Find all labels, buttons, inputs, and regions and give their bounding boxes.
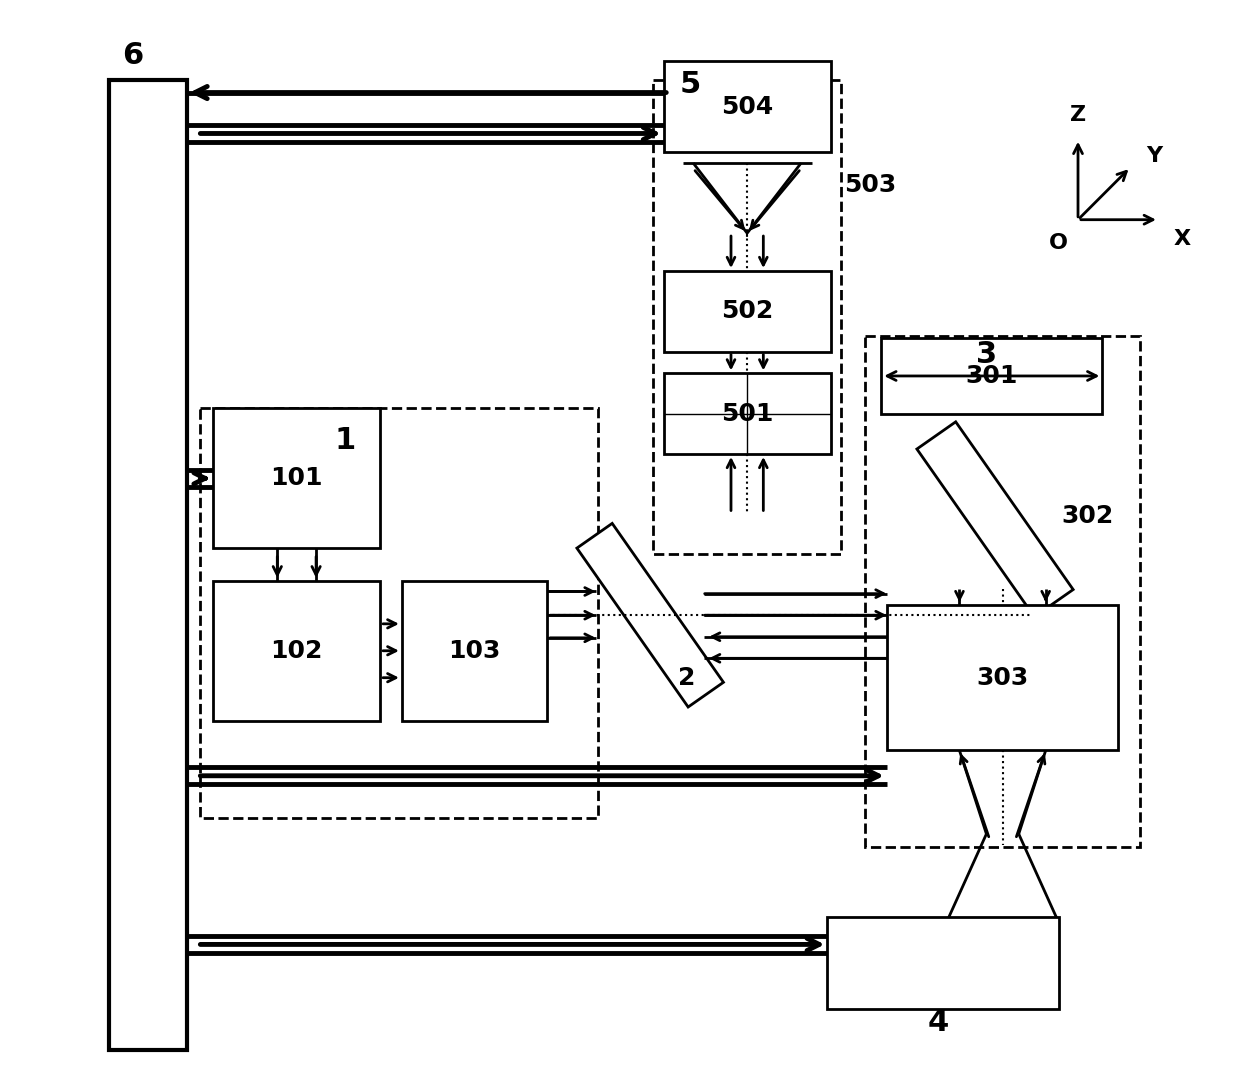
Polygon shape <box>577 523 723 707</box>
Text: 5: 5 <box>680 71 701 100</box>
Text: 501: 501 <box>720 402 774 426</box>
Text: X: X <box>1174 229 1192 249</box>
Bar <box>213 581 381 721</box>
Text: 1: 1 <box>335 426 356 455</box>
Text: 3: 3 <box>976 340 997 369</box>
Text: 103: 103 <box>449 639 501 662</box>
Bar <box>109 79 187 1049</box>
Text: 503: 503 <box>844 173 897 197</box>
Bar <box>827 918 1059 1009</box>
Bar <box>402 581 547 721</box>
Text: 2: 2 <box>678 666 696 690</box>
Bar <box>663 374 831 454</box>
Text: 303: 303 <box>976 666 1029 690</box>
Text: 301: 301 <box>966 364 1018 388</box>
Text: O: O <box>1049 233 1068 253</box>
Bar <box>200 408 599 818</box>
Polygon shape <box>916 421 1073 617</box>
Text: 4: 4 <box>928 1008 949 1037</box>
Bar <box>663 61 831 152</box>
Bar <box>887 605 1118 750</box>
Text: 102: 102 <box>270 639 322 662</box>
Text: Y: Y <box>1146 147 1162 166</box>
Text: Z: Z <box>1070 105 1086 125</box>
Text: 302: 302 <box>1061 504 1114 528</box>
Text: 6: 6 <box>123 41 144 71</box>
Text: 101: 101 <box>270 466 322 491</box>
Bar <box>882 338 1102 414</box>
Bar <box>213 408 381 548</box>
Bar <box>663 270 831 352</box>
Bar <box>866 336 1140 847</box>
Text: 504: 504 <box>720 94 774 118</box>
Bar <box>653 79 842 554</box>
Text: 502: 502 <box>720 300 774 324</box>
